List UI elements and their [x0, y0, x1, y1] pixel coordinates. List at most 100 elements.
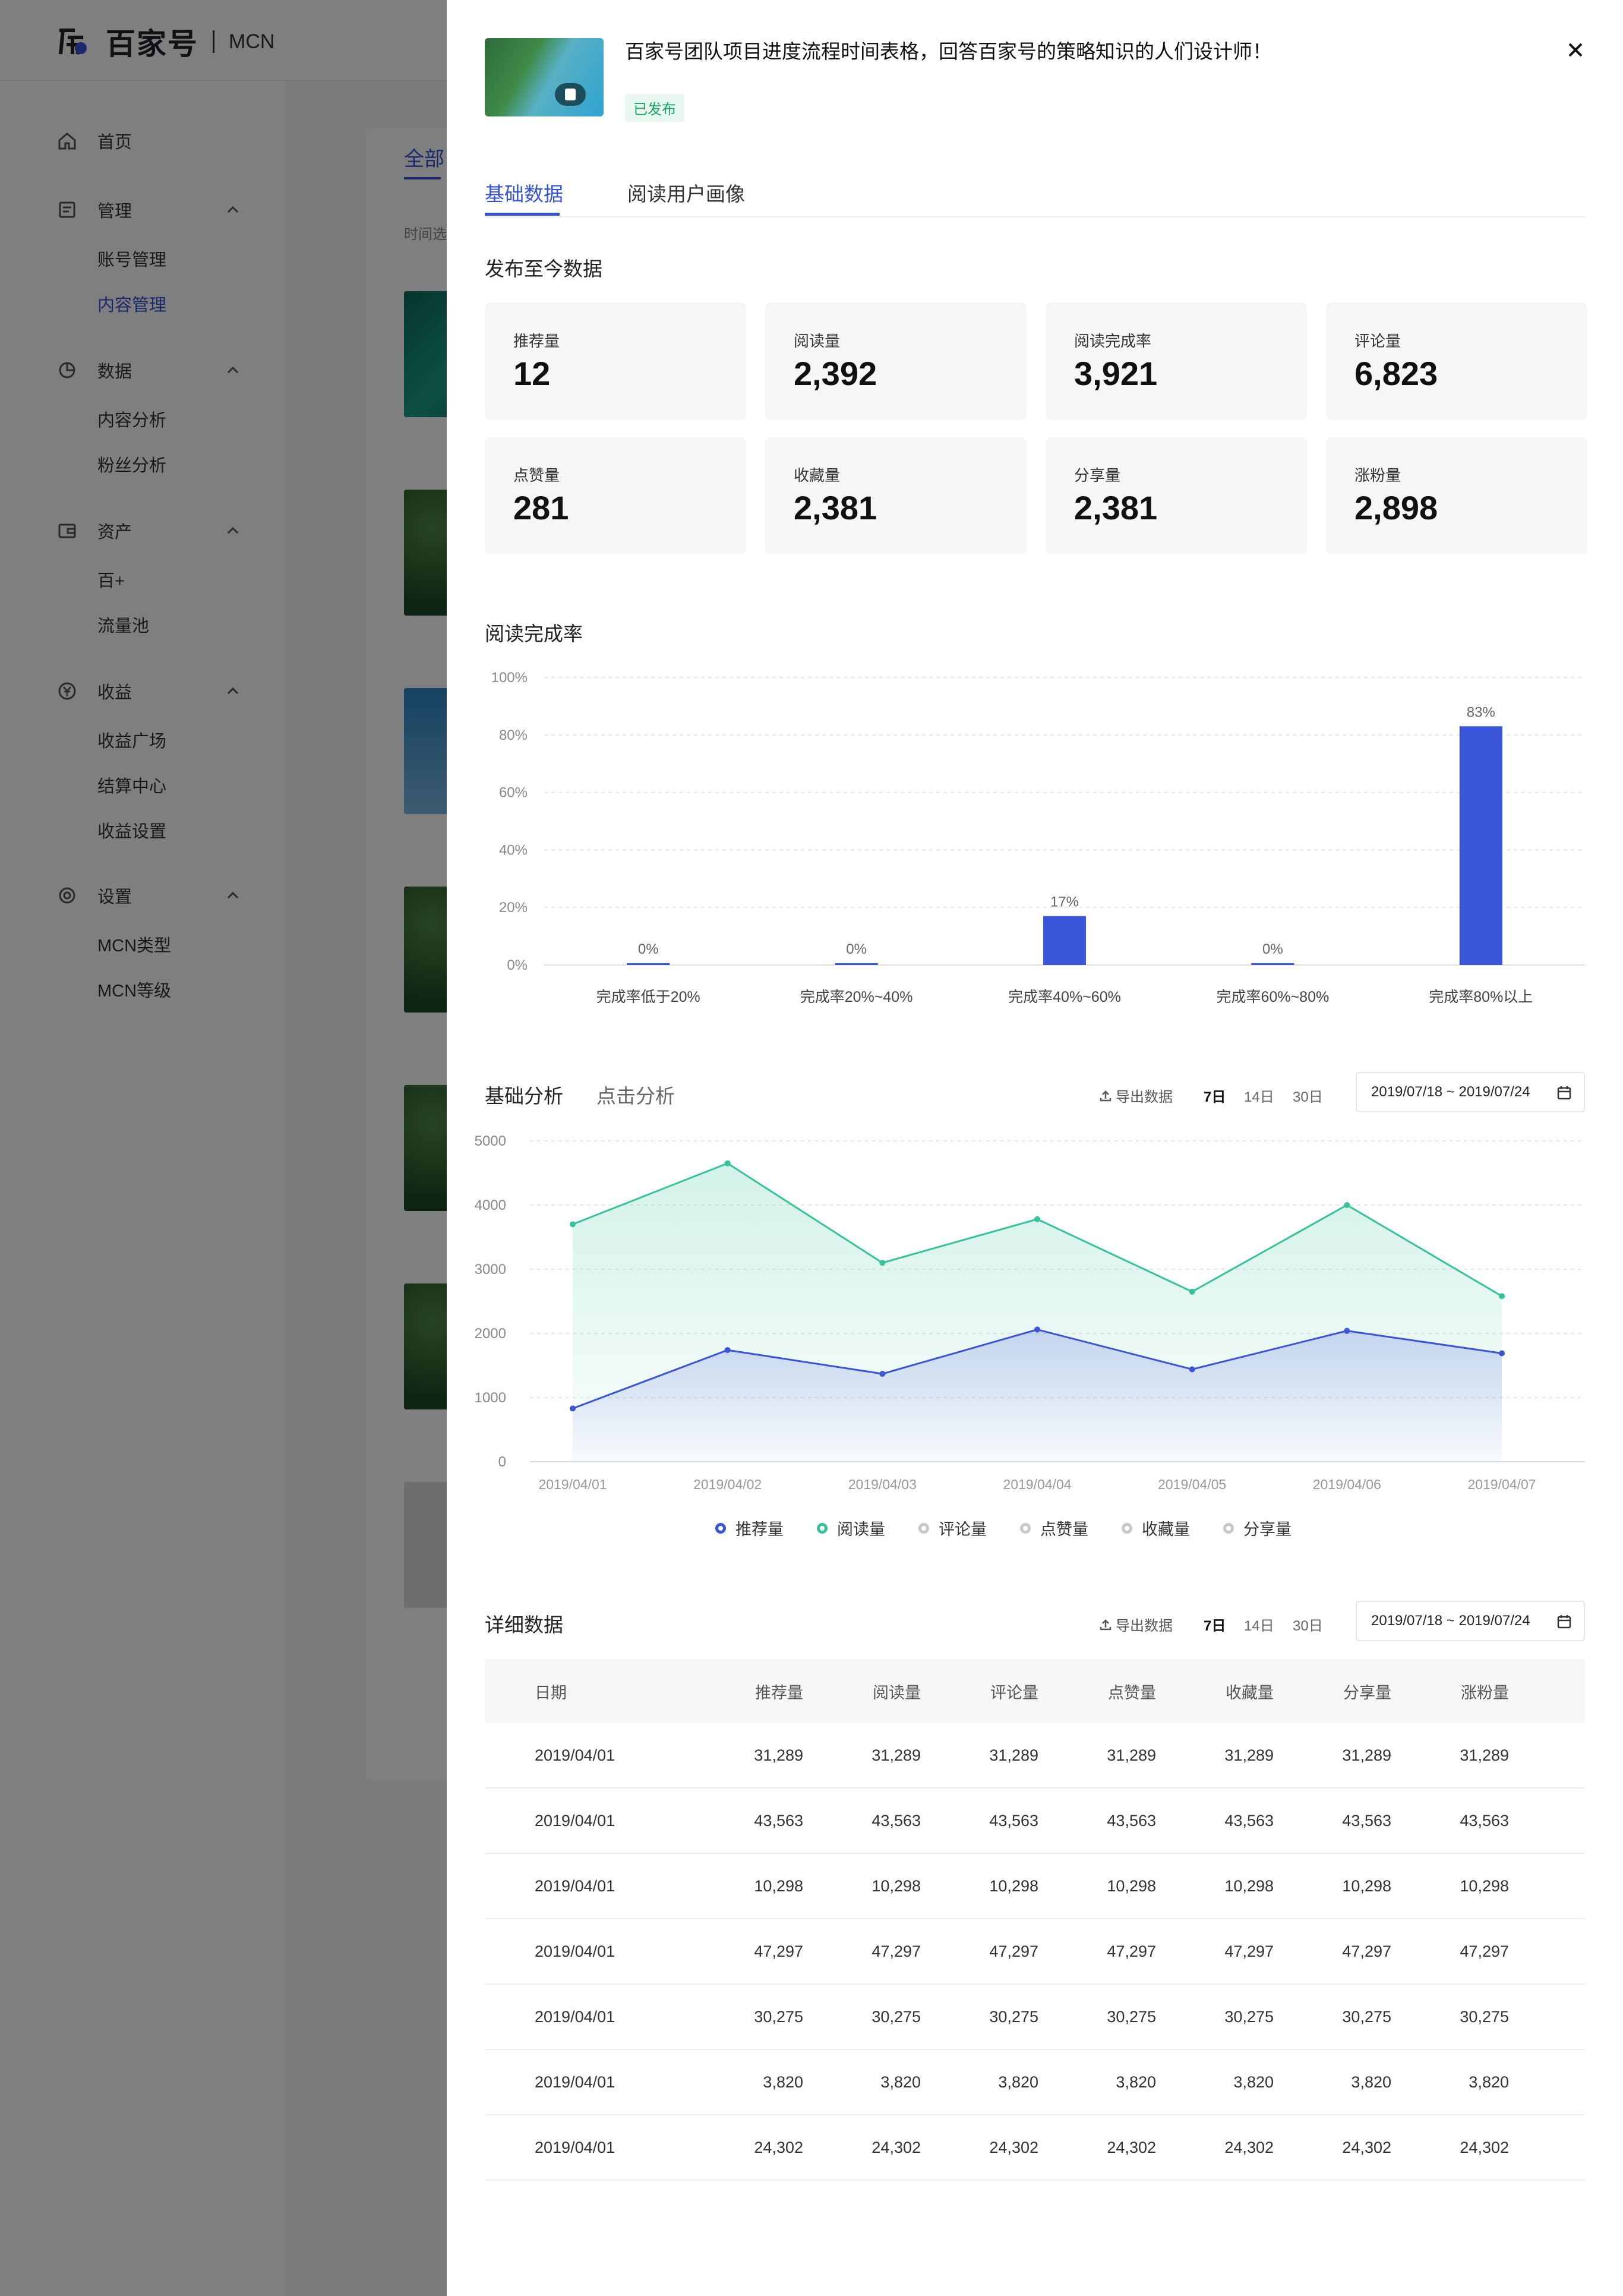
basic-analysis-area-chart: 0 1000 2000 3000 4000 5000 2019/04/01 2019/04/0…: [475, 1133, 1585, 1492]
column-header[interactable]: 分享量: [1343, 1683, 1391, 1702]
table-cell: 3,820: [1116, 2073, 1156, 2091]
data-point: [570, 1221, 576, 1228]
table-cell: 47,297: [872, 1942, 921, 1960]
detail-data-table: 日期 推荐量 阅读量 评论量 点赞量 收藏量 分享量 涨粉量 2019/04/01 31,289 3…: [485, 1659, 1585, 2181]
table-cell: 30,275: [1224, 2007, 1274, 2026]
data-point: [570, 1405, 576, 1412]
data-point: [724, 1160, 731, 1166]
table-cell: 3,820: [1351, 2073, 1391, 2091]
table-cell: 3,820: [1233, 2073, 1274, 2091]
y-tick-label: 40%: [499, 842, 528, 858]
column-header[interactable]: 涨粉量: [1461, 1683, 1509, 1702]
export-label: 导出数据: [1116, 1089, 1173, 1105]
table-row: 2019/04/01 24,302 24,302 24,302 24,302 24,302…: [485, 2115, 1585, 2181]
stat-card: 阅读完成率 3,921: [1046, 303, 1307, 420]
x-tick-label: 完成率20%~40%: [800, 989, 913, 1005]
y-tick-label: 5000: [475, 1133, 506, 1149]
date-range-picker[interactable]: 2019/07/18 ~ 2019/07/24: [1356, 1601, 1585, 1641]
status-badge: 已发布: [625, 94, 684, 122]
tab-click-analysis[interactable]: 点击分析: [596, 1085, 675, 1107]
bar: [1043, 916, 1086, 965]
legend-marker-icon: [1020, 1522, 1031, 1534]
article-type-icon: [555, 83, 586, 106]
table-row: 2019/04/01 47,297 47,297 47,297 47,297 47,297…: [485, 1919, 1585, 1985]
y-tick-label: 20%: [499, 900, 528, 916]
tab-reader-profile[interactable]: 阅读用户画像: [627, 183, 745, 205]
y-tick-label: 0: [498, 1454, 506, 1470]
table-row: 2019/04/01 43,563 43,563 43,563 43,563 43,563…: [485, 1789, 1585, 1854]
table-row: 2019/04/01 31,289 31,289 31,289 31,289 31,289…: [485, 1723, 1585, 1789]
data-point: [724, 1347, 731, 1354]
table-cell: 24,302: [1107, 2138, 1156, 2156]
table-row: 2019/04/01 10,298 10,298 10,298 10,298 10,298…: [485, 1854, 1585, 1919]
legend-label: 阅读量: [837, 1521, 885, 1538]
table-cell: 43,563: [1460, 1811, 1509, 1830]
legend-item[interactable]: 推荐量: [715, 1516, 784, 1540]
data-point: [1189, 1288, 1195, 1295]
y-tick-label: 3000: [475, 1261, 506, 1278]
range-7d[interactable]: 7日: [1204, 1089, 1226, 1105]
article-title: 百家号团队项目进度流程时间表格，回答百家号的策略知识的人们设计师！: [625, 40, 1272, 62]
range-14d[interactable]: 14日: [1244, 1618, 1274, 1634]
stat-value: 2,381: [794, 489, 877, 526]
stat-label: 阅读完成率: [1074, 332, 1152, 350]
legend-item[interactable]: 点赞量: [1020, 1516, 1088, 1540]
stat-card: 评论量 6,823: [1326, 303, 1587, 420]
column-header[interactable]: 评论量: [990, 1683, 1038, 1702]
section-title-totals: 发布至今数据: [485, 258, 602, 280]
table-cell: 10,298: [872, 1876, 921, 1895]
table-cell: 43,563: [1107, 1811, 1156, 1830]
table-cell: 31,289: [1107, 1746, 1156, 1764]
data-point: [879, 1260, 886, 1266]
close-button[interactable]: [1561, 36, 1590, 64]
x-tick-label: 2019/04/03: [848, 1477, 917, 1492]
stat-value: 2,392: [794, 355, 877, 392]
export-data-button[interactable]: 导出数据: [1099, 1085, 1173, 1106]
table-cell: 30,275: [989, 2007, 1038, 2026]
table-cell: 24,302: [872, 2138, 921, 2156]
column-header[interactable]: 阅读量: [873, 1683, 921, 1702]
date-range-value: 2019/07/18 ~ 2019/07/24: [1371, 1613, 1530, 1629]
tab-basic-data[interactable]: 基础数据: [485, 183, 563, 205]
bar: [1251, 963, 1294, 965]
table-cell: 10,298: [1460, 1876, 1509, 1895]
column-header[interactable]: 日期: [535, 1683, 567, 1702]
upload-icon: [1100, 1619, 1112, 1630]
column-header[interactable]: 点赞量: [1108, 1683, 1156, 1702]
analysis-toolbar: 基础分析 点击分析 导出数据 7日 14日 30日 2019/07/18 ~ 2…: [447, 1072, 1623, 1115]
content-detail-drawer: 百家号团队项目进度流程时间表格，回答百家号的策略知识的人们设计师！ 已发布 基础…: [447, 0, 1623, 2296]
stat-label: 点赞量: [513, 466, 560, 484]
legend-label: 推荐量: [735, 1521, 784, 1538]
table-cell: 3,820: [1469, 2073, 1509, 2091]
legend-label: 点赞量: [1040, 1521, 1088, 1538]
table-cell: 31,289: [1460, 1746, 1509, 1764]
x-tick-label: 2019/04/06: [1313, 1477, 1381, 1492]
tab-basic-analysis[interactable]: 基础分析: [485, 1085, 563, 1107]
legend-item[interactable]: 评论量: [918, 1516, 987, 1540]
legend-item[interactable]: 分享量: [1223, 1516, 1292, 1540]
range-14d[interactable]: 14日: [1244, 1089, 1274, 1105]
x-tick-label: 完成率40%~60%: [1008, 989, 1121, 1005]
legend-item[interactable]: 阅读量: [817, 1516, 885, 1540]
stat-label: 推荐量: [513, 332, 560, 350]
tab-indicator: [485, 213, 560, 216]
stat-label: 收藏量: [794, 466, 841, 484]
table-cell: 30,275: [1342, 2007, 1391, 2026]
range-7d[interactable]: 7日: [1204, 1618, 1226, 1634]
x-tick-label: 完成率低于20%: [596, 989, 700, 1005]
x-tick-label: 完成率60%~80%: [1217, 989, 1330, 1005]
legend-label: 评论量: [939, 1521, 987, 1538]
range-30d[interactable]: 30日: [1293, 1618, 1323, 1634]
table-cell: 10,298: [1224, 1876, 1274, 1895]
date-range-picker[interactable]: 2019/07/18 ~ 2019/07/24: [1356, 1072, 1585, 1112]
table-cell: 10,298: [754, 1876, 803, 1895]
data-point: [1034, 1216, 1040, 1222]
table-cell: 31,289: [754, 1746, 803, 1764]
bar-value-label: 17%: [1050, 894, 1079, 910]
legend-marker-icon: [1223, 1522, 1234, 1534]
export-data-button[interactable]: 导出数据: [1099, 1614, 1173, 1635]
legend-item[interactable]: 收藏量: [1122, 1516, 1190, 1540]
column-header[interactable]: 推荐量: [755, 1683, 803, 1702]
range-30d[interactable]: 30日: [1293, 1089, 1323, 1105]
column-header[interactable]: 收藏量: [1226, 1683, 1274, 1702]
